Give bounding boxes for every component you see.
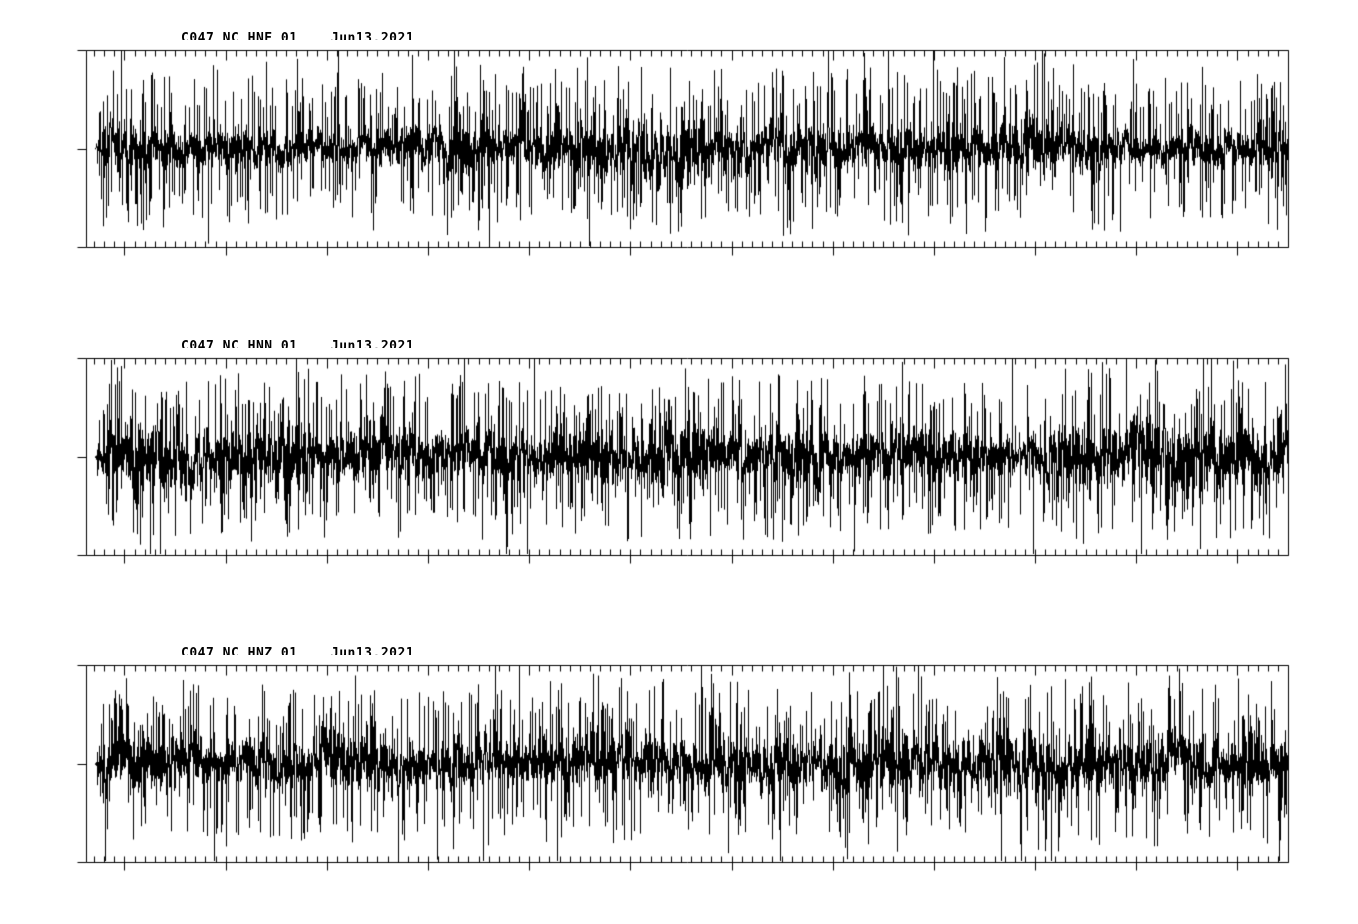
x-tick-label: 06:54:20 — [194, 566, 257, 581]
y-tick-label: 0 — [54, 755, 62, 771]
waveform-trace — [0, 40, 1358, 277]
y-tick-label: 0.051 — [22, 657, 62, 672]
x-tick-label: 06:54:20 — [194, 873, 257, 888]
x-tick-label: 06:54:10 — [93, 566, 156, 581]
x-tick-label: 06:54:30 — [295, 566, 359, 581]
x-tick-label: 06:54:30 — [295, 873, 359, 888]
x-tick-label: 06:55:50 — [1104, 258, 1168, 273]
y-tick-label: 0 — [54, 448, 62, 464]
x-tick-label: 06:54:50 — [497, 566, 561, 581]
panel-title: C047_NC_HNN_01 Jun13,2021 — [181, 339, 415, 354]
waveform-trace — [0, 655, 1358, 892]
x-tick-label: 06:54:10 — [93, 873, 156, 888]
x-tick-label: 06:55:20 — [801, 258, 864, 273]
x-tick-label: 06:55:40 — [1003, 873, 1067, 888]
x-tick-label: 06:54:50 — [497, 873, 561, 888]
x-tick-label: 06:55:00 — [599, 566, 662, 581]
y-tick-label: -0.051 — [15, 854, 62, 869]
x-tick-label: 06:55:00 — [599, 258, 662, 273]
y-axis-unit-label: cm/sec/sec — [2, 434, 78, 450]
x-tick-label: 06:55:10 — [700, 566, 763, 581]
x-tick-label: 06:55:30 — [902, 258, 966, 273]
panel-title: C047_NC_HNE_01 Jun13,2021 — [181, 31, 415, 46]
x-tick-label: 06:54:40 — [396, 873, 460, 888]
waveform-trace — [0, 348, 1358, 585]
x-tick-label: 06:56:00 — [1206, 566, 1269, 581]
x-tick-label: 06:56:00 — [1206, 873, 1269, 888]
x-tick-label: 06:54:20 — [194, 258, 257, 273]
x-tick-label: 06:55:50 — [1104, 873, 1168, 888]
x-tick-label: 06:54:40 — [396, 258, 460, 273]
x-tick-label: 06:55:00 — [599, 873, 662, 888]
x-tick-label: 06:55:40 — [1003, 566, 1067, 581]
y-axis-unit-label: cm/sec/sec — [2, 126, 78, 142]
y-axis-unit-label: cm/sec/sec — [2, 741, 78, 757]
y-tick-label: 0.051 — [22, 42, 62, 57]
y-tick-label: 0 — [54, 140, 62, 156]
x-tick-label: 06:55:50 — [1104, 566, 1168, 581]
y-tick-label: 0.051 — [22, 350, 62, 365]
x-tick-label: 06:54:50 — [497, 258, 561, 273]
x-tick-label: 06:55:30 — [902, 566, 966, 581]
x-tick-label: 06:55:20 — [801, 566, 864, 581]
x-tick-label: 06:54:40 — [396, 566, 460, 581]
x-tick-label: 06:55:10 — [700, 258, 763, 273]
panel-title: C047_NC_HNZ_01 Jun13,2021 — [181, 646, 415, 661]
y-tick-label: -0.051 — [15, 239, 62, 254]
y-tick-label: -0.051 — [15, 547, 62, 562]
x-tick-label: 06:56:00 — [1206, 258, 1269, 273]
x-tick-label: 06:55:20 — [801, 873, 864, 888]
x-tick-label: 06:54:10 — [93, 258, 156, 273]
x-tick-label: 06:55:10 — [700, 873, 763, 888]
x-tick-label: 06:54:30 — [295, 258, 359, 273]
x-tick-label: 06:55:40 — [1003, 258, 1067, 273]
x-tick-label: 06:55:30 — [902, 873, 966, 888]
